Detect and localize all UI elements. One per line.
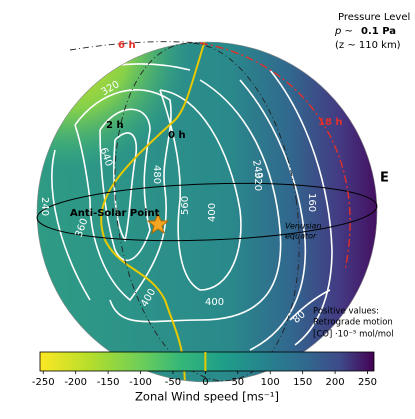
equator-label: equator bbox=[285, 232, 317, 241]
terminator-line bbox=[100, 42, 206, 382]
contours bbox=[49, 63, 333, 351]
contour-label: 320 bbox=[252, 172, 263, 191]
note: [CO] ·10⁻⁵ mol/mol bbox=[313, 330, 394, 340]
anti-solar-label: Anti-Solar Point bbox=[70, 208, 160, 219]
pressure-symbol: p ~ bbox=[334, 26, 353, 37]
colorbar-tick-label: 50 bbox=[231, 377, 244, 388]
colorbar-tick-label: 200 bbox=[326, 377, 345, 388]
direction-label: E bbox=[380, 171, 389, 186]
note: Positive values: bbox=[313, 307, 379, 317]
colorbar-tick-label: 0 bbox=[202, 377, 208, 388]
contour-label: 240 bbox=[250, 159, 264, 180]
terminator-6h bbox=[69, 41, 201, 51]
contour-label: 400 bbox=[205, 297, 224, 308]
equator-label: Venusian bbox=[285, 222, 321, 231]
globe bbox=[37, 42, 377, 382]
colorbar-tick-label: -200 bbox=[64, 377, 87, 388]
meridian bbox=[114, 42, 300, 382]
time-label: 18 h bbox=[318, 117, 343, 128]
contour-label: 240 bbox=[39, 197, 50, 216]
contour-label: 400 bbox=[207, 203, 218, 222]
colorbar-tick-label: 250 bbox=[358, 377, 377, 388]
contour-label: 160 bbox=[306, 193, 317, 212]
contour-label: 480 bbox=[151, 165, 162, 184]
colorbar-tick-label: -50 bbox=[165, 377, 181, 388]
anti-solar-star bbox=[146, 212, 170, 235]
globe-outline bbox=[36, 41, 378, 383]
altitude: (z ~ 110 km) bbox=[335, 40, 401, 51]
legend-title: Pressure Level bbox=[338, 12, 410, 23]
terminator-18h bbox=[199, 42, 351, 271]
colorbar-tick-label: 100 bbox=[261, 377, 280, 388]
colorbar-tick-label: -150 bbox=[97, 377, 120, 388]
pressure-value: 0.1 Pa bbox=[361, 26, 396, 37]
colorbar bbox=[39, 351, 375, 372]
equator bbox=[36, 182, 378, 242]
colorbar-tick-label: -100 bbox=[129, 377, 152, 388]
colorbar-tick-label: 150 bbox=[293, 377, 312, 388]
time-label: 2 h bbox=[106, 120, 124, 131]
note: Retrograde motion bbox=[313, 318, 393, 328]
time-label: 0 h bbox=[168, 130, 186, 141]
contour-label: 560 bbox=[180, 196, 191, 215]
colorbar-label: Zonal Wind speed [ms⁻¹] bbox=[135, 390, 279, 404]
colorbar-tick-label: -250 bbox=[32, 377, 55, 388]
colorbar-body bbox=[39, 351, 375, 372]
time-label: 6 h bbox=[118, 40, 136, 51]
